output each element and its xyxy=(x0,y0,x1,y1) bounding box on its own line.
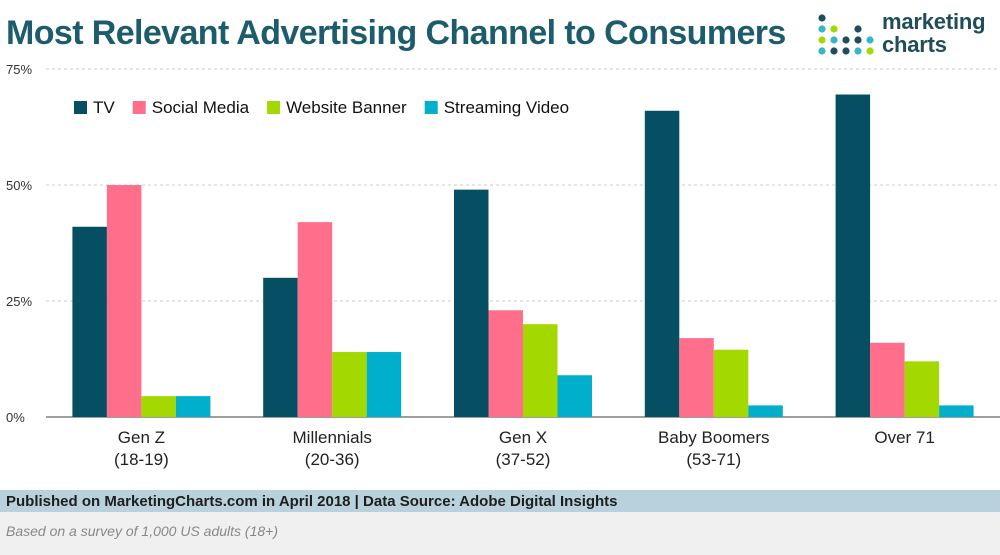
logo-dot xyxy=(842,47,850,55)
bar-social-media xyxy=(679,338,714,417)
legend-label: Social Media xyxy=(152,98,250,117)
logo-dot xyxy=(854,47,862,55)
bar-social-media xyxy=(297,222,333,417)
bar-tv xyxy=(835,94,871,417)
logo-dots-icon xyxy=(818,14,874,55)
logo-text: marketing charts xyxy=(882,9,986,57)
logo-dot xyxy=(866,47,874,55)
x-category-label: Baby Boomers xyxy=(658,428,770,447)
legend-swatch xyxy=(132,101,146,114)
x-category-label: Millennials xyxy=(293,428,372,447)
x-category-sublabel: (37-52) xyxy=(496,450,551,469)
footer-note-text: Based on a survey of 1,000 US adults (18… xyxy=(6,523,278,539)
bar-website-banner xyxy=(141,396,176,417)
logo-dot xyxy=(818,14,826,22)
footer-source-text: Published on MarketingCharts.com in Apri… xyxy=(6,493,618,510)
bar-tv xyxy=(644,110,680,417)
logo-dot xyxy=(866,36,874,44)
y-tick-label: 50% xyxy=(6,178,32,193)
bar-social-media xyxy=(106,185,142,417)
logo-line-2: charts xyxy=(882,32,947,57)
chart-title: Most Relevant Advertising Channel to Con… xyxy=(6,14,786,52)
logo-dot xyxy=(818,36,826,44)
legend-label: Streaming Video xyxy=(444,98,569,117)
bar-website-banner xyxy=(523,324,558,417)
y-tick-label: 25% xyxy=(6,294,32,309)
footer-note-area: Based on a survey of 1,000 US adults (18… xyxy=(0,512,1000,555)
legend-swatch xyxy=(74,101,87,114)
legend-swatch xyxy=(424,101,438,114)
legend-label: TV xyxy=(93,98,115,117)
logo-dot xyxy=(818,47,826,55)
x-category-label: Over 71 xyxy=(874,428,934,447)
bar-streaming-video xyxy=(557,375,592,417)
logo-dot xyxy=(854,36,862,44)
x-category-sublabel: (18-19) xyxy=(114,450,169,469)
y-tick-label: 0% xyxy=(6,410,25,425)
bar-streaming-video xyxy=(748,405,783,417)
x-category-sublabel: (20-36) xyxy=(305,450,360,469)
logo-dot xyxy=(830,47,838,55)
bar-tv xyxy=(454,189,489,417)
bar-streaming-video xyxy=(939,405,974,417)
x-category-sublabel: (53-71) xyxy=(686,450,741,469)
bar-streaming-video xyxy=(175,396,211,417)
legend-label: Website Banner xyxy=(286,98,407,117)
logo-dot xyxy=(842,36,850,44)
bar-website-banner xyxy=(904,361,940,417)
bar-chart: 0% 25% 50% 75% Gen Z (18-19) Millennials (20-36… xyxy=(6,62,1000,469)
legend-swatch xyxy=(267,101,281,114)
bar-streaming-video xyxy=(366,352,402,417)
logo-dot xyxy=(818,25,826,33)
logo-dot xyxy=(830,36,838,44)
bar-website-banner xyxy=(332,352,367,417)
bar-website-banner xyxy=(713,349,749,417)
marketing-charts-logo: marketing charts xyxy=(816,9,996,58)
footer-source-bar: Published on MarketingCharts.com in Apri… xyxy=(0,490,1000,512)
x-category-label: Gen Z xyxy=(118,428,165,447)
y-tick-label: 75% xyxy=(6,62,32,77)
x-category-label: Gen X xyxy=(499,428,547,447)
logo-dot xyxy=(854,25,862,33)
bar-social-media xyxy=(870,342,905,417)
logo-dot xyxy=(830,25,838,33)
bar-social-media xyxy=(488,310,523,417)
logo-line-1: marketing xyxy=(882,9,986,34)
bar-tv xyxy=(72,226,107,417)
bar-tv xyxy=(263,277,298,417)
